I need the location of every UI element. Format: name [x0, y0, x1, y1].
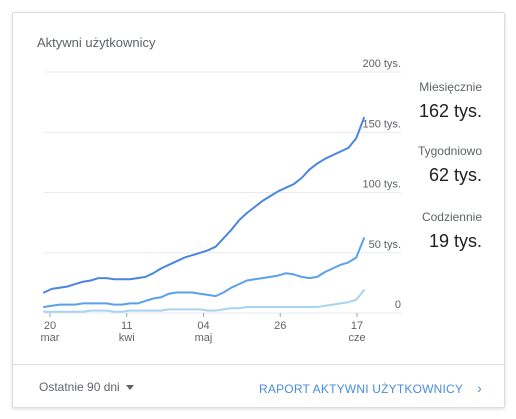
x-tick-month: mar [41, 332, 60, 344]
y-tick-label: 0 [395, 299, 401, 311]
card-title: Aktywni użytkownicy [37, 35, 156, 50]
active-users-card: Aktywni użytkownicy 200 tys. 150 tys. 100 … [12, 12, 505, 408]
y-axis-labels: 200 tys. 150 tys. 100 tys. 50 tys. 0 [362, 58, 401, 311]
active-users-report-link[interactable]: RAPORT AKTYWNI UŻYTKOWNICY › [259, 380, 482, 396]
x-tick-month: cze [348, 332, 365, 344]
y-tick-label: 100 tys. [362, 179, 401, 191]
x-tick-day: 11 [121, 320, 132, 332]
card-footer: Ostatnie 90 dni RAPORT AKTYWNI UŻYTKOWNI… [13, 364, 504, 407]
metric-weekly-value: 62 tys. [428, 165, 482, 185]
x-tick-month: kwi [119, 332, 135, 344]
x-tick-day: 26 [274, 320, 286, 332]
metric-monthly-value: 162 tys. [418, 101, 482, 121]
date-range-label: Ostatnie 90 dni [39, 380, 120, 394]
metric-daily-label: Codziennie [421, 210, 482, 224]
y-tick-label: 200 tys. [362, 58, 401, 70]
y-tick-label: 50 tys. [369, 239, 401, 251]
chart-grid [44, 71, 401, 314]
chevron-right-icon: › [477, 380, 482, 396]
series-line [43, 116, 365, 294]
x-tick-day: 04 [197, 320, 209, 332]
metric-monthly-label: Miesięcznie [419, 80, 482, 94]
series-line [43, 237, 365, 308]
y-tick-label: 150 tys. [362, 118, 401, 130]
x-tick-month: maj [195, 332, 213, 344]
chart-series [43, 116, 365, 313]
x-tick-day: 20 [44, 320, 56, 332]
caret-down-icon [125, 385, 134, 391]
date-range-dropdown[interactable]: Ostatnie 90 dni [39, 380, 134, 394]
x-tick-day: 17 [351, 320, 363, 332]
series-line [43, 289, 365, 313]
report-link-label: RAPORT AKTYWNI UŻYTKOWNICY [259, 382, 464, 396]
metric-daily-value: 19 tys. [428, 231, 482, 251]
metric-weekly-label: Tygodniowo [417, 144, 482, 158]
